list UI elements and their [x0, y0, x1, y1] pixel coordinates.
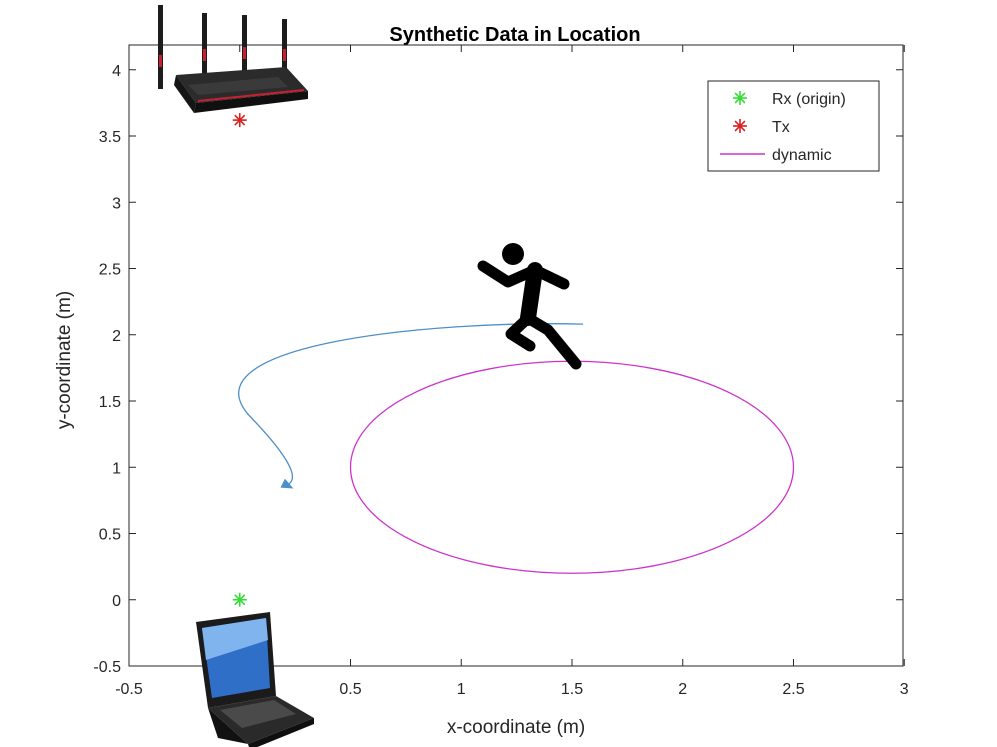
y-tick-label: 1: [112, 460, 121, 477]
legend-marker-rx-origin: [733, 91, 747, 105]
motion-arrow: [238, 323, 584, 489]
legend-label-rx-origin: Rx (origin): [772, 91, 846, 108]
x-tick-label: -0.5: [115, 681, 143, 698]
x-tick-label: 2: [678, 681, 687, 698]
y-axis-label: y-coordinate (m): [54, 291, 75, 429]
x-tick-label: 1.5: [561, 681, 583, 698]
legend-marker-tx: [733, 119, 747, 133]
x-axis-ticks: -0.5 0.5 1 1.5 2 2.5 3: [115, 45, 909, 698]
legend-label-dynamic: dynamic: [772, 147, 832, 164]
y-tick-label: 0.5: [99, 527, 121, 544]
x-axis-label: x-coordinate (m): [447, 717, 585, 738]
x-tick-label: 2.5: [782, 681, 804, 698]
y-tick-label: 0: [112, 593, 121, 610]
y-tick-label: 3: [112, 195, 121, 212]
router-icon: [158, 5, 308, 113]
legend-label-tx: Tx: [772, 119, 790, 136]
y-tick-label: 4: [112, 63, 121, 80]
y-tick-label: 2: [112, 328, 121, 345]
y-tick-label: 2.5: [99, 262, 121, 279]
rx-origin-point: [232, 592, 247, 607]
x-tick-label: 0.5: [339, 681, 361, 698]
chart-title: Synthetic Data in Location: [389, 24, 640, 46]
laptop-icon: [190, 612, 314, 747]
y-tick-label: 3.5: [99, 129, 121, 146]
x-tick-label: 3: [900, 681, 909, 698]
x-tick-label: 1: [457, 681, 466, 698]
y-axis-ticks: -0.5 0 0.5 1 1.5 2 2.5 3 3.5 4: [93, 63, 903, 676]
legend: Rx (origin) Tx dynamic: [707, 80, 880, 172]
y-tick-label: -0.5: [93, 659, 121, 676]
tx-point: [232, 113, 247, 128]
y-tick-label: 1.5: [99, 394, 121, 411]
running-person-icon: [477, 243, 582, 370]
